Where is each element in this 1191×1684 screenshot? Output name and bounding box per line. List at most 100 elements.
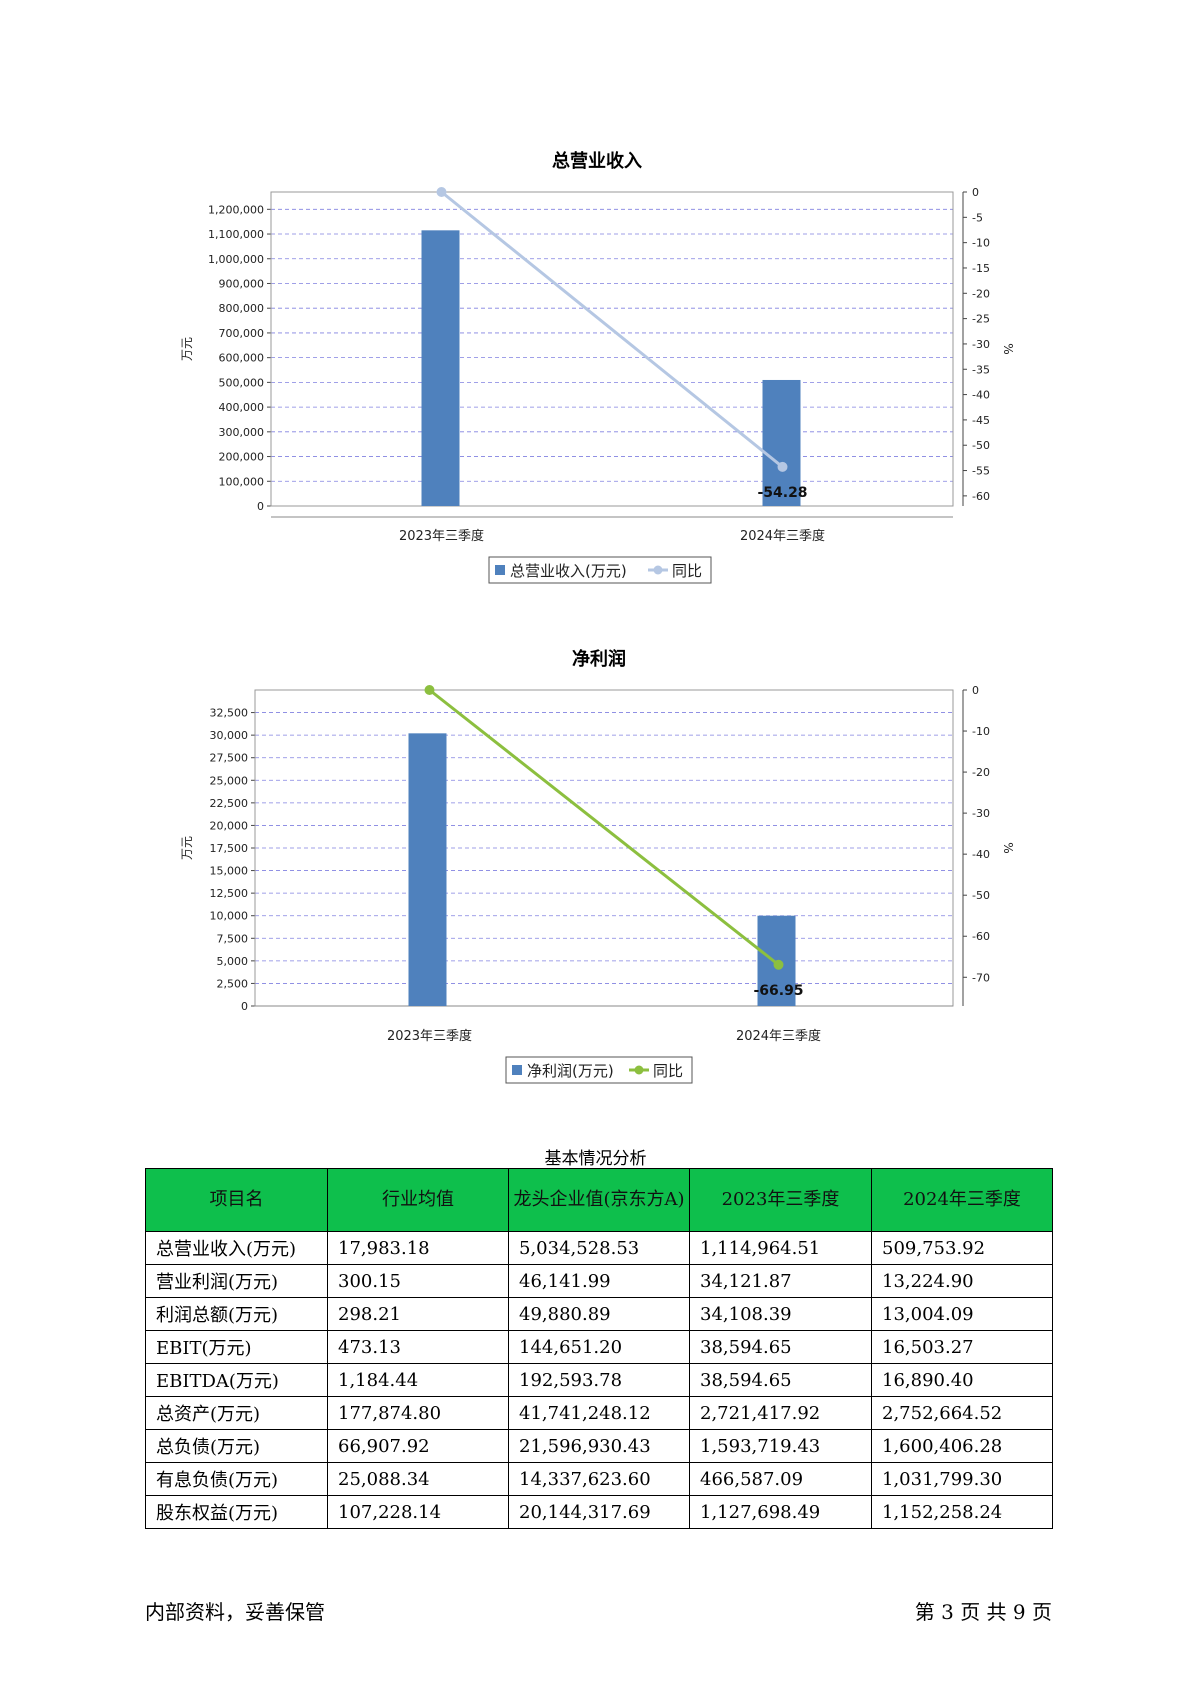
plot-frame [254,689,954,1007]
table-cell: 473.13 [327,1330,509,1364]
legend-bar-swatch [512,1065,522,1075]
table-cell: 1,600,406.28 [871,1429,1053,1463]
y-tick-label: 0 [241,1000,248,1013]
y2-tick-label: -55 [972,465,990,478]
y2-tick-label: -50 [972,439,990,452]
y2-axis-label: % [1001,343,1015,354]
header-industry-average: 行业均值 [327,1168,509,1232]
x-category-label: 2024年三季度 [736,1028,821,1044]
row-label-cell: 总营业收入(万元) [145,1231,328,1265]
table-cell: 144,651.20 [508,1330,690,1364]
y-tick-label: 0 [257,500,264,513]
table-cell: 34,108.39 [689,1297,872,1331]
header-item-name: 项目名 [145,1168,328,1232]
y2-tick-label: 0 [972,186,979,199]
table-cell: 466,587.09 [689,1462,872,1496]
row-label-cell: 总资产(万元) [145,1396,328,1430]
table-cell: 25,088.34 [327,1462,509,1496]
yoy-data-label: -54.28 [757,485,807,501]
yoy-data-label: -66.95 [753,983,803,999]
y-tick-label: 2,500 [217,977,249,990]
table-cell: 13,004.09 [871,1297,1053,1331]
table-cell: 1,152,258.24 [871,1495,1053,1529]
chart-title: 总营业收入 [552,150,642,172]
net-profit-chart: 净利润 0 2,500 5,000 7,500 10,000 12,500 15,000 17,… [180,648,1015,1084]
x-category-label: 2023年三季度 [387,1028,472,1044]
y-tick-label: 7,500 [217,932,249,945]
y2-tick-label: -25 [972,313,990,326]
y2-tick-label: -60 [972,930,990,943]
y-tick-label: 800,000 [219,302,265,315]
table-row: 营业利润(万元) 300.15 46,141.99 34,121.87 13,224.9… [145,1264,1053,1298]
table-cell: 13,224.90 [871,1264,1053,1298]
table-cell: 300.15 [327,1264,509,1298]
footer-page-number: 第 3 页 共 9 页 [914,1600,1052,1624]
y2-tick-label: 0 [972,684,979,697]
table-cell: 107,228.14 [327,1495,509,1529]
y-axis-label: 万元 [180,836,194,860]
y-tick-label: 12,500 [210,887,249,900]
chart-title: 净利润 [572,648,626,670]
revenue-chart: 总营业收入 0 100,000 200,000 300,000 400,000 500,00… [0,0,1191,620]
table-row: 总资产(万元) 177,874.80 41,741,248.12 2,721,417.… [145,1396,1053,1430]
legend-box [505,1056,693,1084]
table-cell: 509,753.92 [871,1231,1053,1265]
header-2024-q3: 2024年三季度 [871,1168,1053,1232]
yoy-point [436,187,447,197]
table-cell: 17,983.18 [327,1231,509,1265]
table-cell: 298.21 [327,1297,509,1331]
table-cell: 66,907.92 [327,1429,509,1463]
y-tick-label: 10,000 [210,910,249,923]
y-tick-label: 30,000 [210,729,249,742]
header-2023-q3: 2023年三季度 [689,1168,872,1232]
row-label-cell: 总负债(万元) [145,1429,328,1463]
y-tick-label: 600,000 [219,352,265,365]
table-cell: 14,337,623.60 [508,1462,690,1496]
table-cell: 46,141.99 [508,1264,690,1298]
legend-box [488,556,712,584]
y2-tick-label: -35 [972,363,990,376]
legend-line-label: 同比 [653,1062,683,1080]
y-tick-label: 27,500 [210,752,249,765]
table-cell: 38,594.65 [689,1330,872,1364]
table-row: EBITDA(万元) 1,184.44 192,593.78 38,594.65 16,… [145,1363,1053,1397]
y-tick-label: 15,000 [210,865,249,878]
y-tick-label: 700,000 [219,327,265,340]
y2-tick-label: -10 [972,237,990,250]
basic-analysis-table: 项目名 行业均值 龙头企业值(京东方A) 2023年三季度 2024年三季度 总… [145,1168,1053,1529]
table-cell: 21,596,930.43 [508,1429,690,1463]
yoy-point [773,959,784,970]
table-cell: 1,114,964.51 [689,1231,872,1265]
x-category-label: 2024年三季度 [740,528,825,544]
table-row: 股东权益(万元) 107,228.14 20,144,317.69 1,127,698… [145,1495,1053,1529]
table-cell: 20,144,317.69 [508,1495,690,1529]
table-row: 总营业收入(万元) 17,983.18 5,034,528.53 1,114,964.… [145,1231,1053,1265]
y-tick-label: 22,500 [210,797,249,810]
table-cell: 49,880.89 [508,1297,690,1331]
footer-confidential-note: 内部资料，妥善保管 [145,1600,325,1624]
bar [408,733,447,1006]
table-cell: 16,503.27 [871,1330,1053,1364]
table-header-row: 项目名 行业均值 龙头企业值(京东方A) 2023年三季度 2024年三季度 [145,1168,1053,1232]
y2-tick-label: -40 [972,389,990,402]
y-tick-label: 900,000 [219,277,265,290]
y2-tick-label: -30 [972,338,990,351]
table-caption: 基本情况分析 [544,1149,647,1169]
row-label-cell: 利润总额(万元) [145,1297,328,1331]
y-tick-label: 1,100,000 [208,228,264,241]
legend-line-marker [634,1065,644,1075]
bar [421,230,460,506]
yoy-line [440,190,784,469]
y2-tick-label: -60 [972,490,990,503]
header-leader-value: 龙头企业值(京东方A) [508,1168,690,1232]
table-cell: 1,593,719.43 [689,1429,872,1463]
table-cell: 2,752,664.52 [871,1396,1053,1430]
table-cell: 34,121.87 [689,1264,872,1298]
y2-tick-label: -20 [972,766,990,779]
y2-tick-label: -15 [972,262,990,275]
y-tick-label: 1,200,000 [208,203,264,216]
yoy-point [777,461,788,472]
x-category-label: 2023年三季度 [399,528,484,544]
y-tick-label: 25,000 [210,774,249,787]
table-row: 有息负债(万元) 25,088.34 14,337,623.60 466,587.09… [145,1462,1053,1496]
